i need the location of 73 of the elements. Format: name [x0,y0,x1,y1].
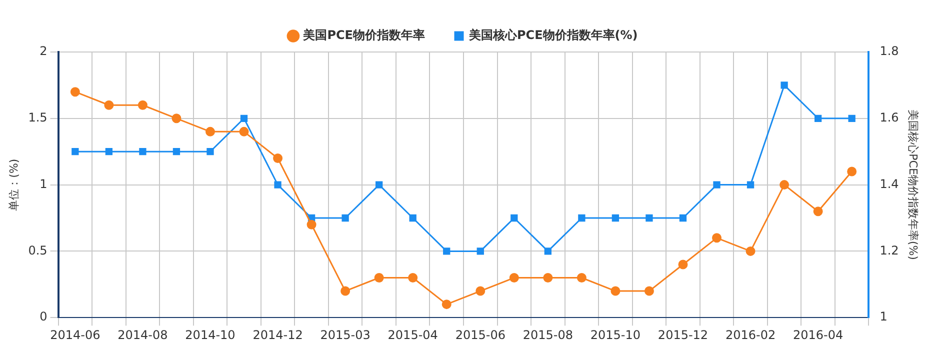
point [746,246,756,256]
y-tick-label: 0.5 [28,243,48,258]
x-tick-label: 2016-02 [725,328,776,342]
point [476,248,484,255]
point [509,273,519,283]
point [408,273,418,283]
point [138,100,148,110]
y-tick-label: 2 [40,44,48,58]
point [713,181,720,188]
point [780,180,790,190]
point [273,153,283,163]
x-tick-label: 2014-10 [185,328,236,342]
point [476,286,486,296]
point [443,248,450,255]
x-tick-label: 2016-04 [792,328,844,342]
y-tick-label: 1.5 [28,110,48,125]
legend-label: 美国核心PCE物价指数年率(%) [468,28,638,42]
y-tick-label: 0 [40,310,48,324]
point [306,220,316,230]
point [578,214,586,222]
point [340,286,350,296]
point [72,148,79,156]
point [646,214,653,222]
x-tick-label: 2015-10 [590,328,641,342]
x-tick-label: 2014-12 [252,328,303,342]
x-tick-label: 2014-06 [50,328,100,342]
x-tick-label: 2015-03 [320,328,370,342]
point [544,248,552,255]
y-tick-label: 1 [40,176,48,191]
point [780,82,788,89]
y2-tick-label: 1 [880,310,888,324]
point [172,114,182,124]
y2-tick-label: 1.4 [880,176,899,191]
point [813,206,823,216]
y2-tick-label: 1.6 [880,110,899,125]
point [240,114,248,122]
point [746,181,754,188]
y2-axis-title: 美国核心PCE物价指数年率(%) [906,110,920,260]
y2-tick-label: 1.2 [880,243,899,258]
point [679,214,687,222]
x-tick-label: 2015-12 [658,328,708,342]
legend-label: 美国PCE物价指数年率 [302,28,426,42]
point [848,114,856,122]
point [342,214,349,222]
point [712,233,722,243]
point [105,148,113,156]
point [644,286,654,296]
point [172,148,180,156]
point [576,273,586,283]
point [442,300,452,310]
point [409,214,416,222]
point [70,87,80,97]
point [814,114,822,122]
point [847,166,857,176]
point [206,148,214,156]
point [376,181,383,188]
point [610,286,620,296]
y2-tick-label: 1.8 [880,44,899,58]
x-tick-label: 2015-06 [455,328,506,342]
point [510,214,518,222]
point [239,126,249,136]
point [612,214,620,222]
point [543,273,553,283]
point [104,100,114,110]
point [678,260,688,270]
y-axis-title: 单位：(%) [7,158,20,211]
x-tick-label: 2015-08 [522,328,573,342]
point [374,273,384,283]
point [205,126,215,136]
point [139,148,146,156]
x-tick-label: 2015-04 [388,328,438,342]
point [274,181,282,188]
x-tick-label: 2014-08 [118,328,168,342]
